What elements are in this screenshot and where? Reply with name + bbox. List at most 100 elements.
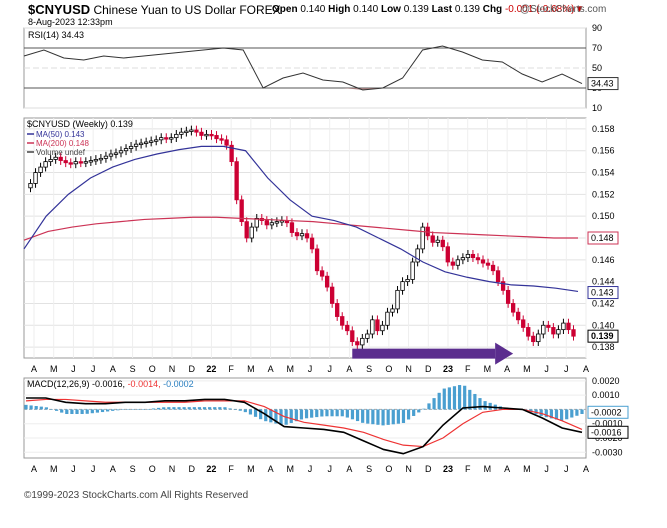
macd-histogram-bar [136,409,140,410]
last-value: 0.139 [454,4,480,15]
macd-histogram-bar [223,407,227,410]
macd-histogram-bar [473,393,477,410]
macd-histogram-bar [432,398,436,410]
candle-body [410,261,415,280]
rsi-line [23,45,583,91]
candle-body [571,329,576,337]
candle-body [385,311,390,326]
candle-body [355,341,360,346]
candle-body [199,131,204,136]
candle-body [314,248,320,272]
x-tick-label: M [287,464,295,474]
macd-histogram-bar [549,409,553,419]
candle-body [48,159,53,163]
macd-histogram-bar [544,409,548,418]
price-tick-label: 0.144 [592,277,615,287]
macd-histogram-bar [80,409,84,414]
macd-title-macd: -0.0016, [92,379,128,389]
macd-hist-price-box [587,405,629,419]
macd-histogram-bar [85,409,89,414]
x-tick-label: F [465,364,471,374]
macd-histogram-bar [452,386,457,410]
macd-histogram-bar [401,409,406,424]
candle-body [546,324,551,328]
macd-histogram-bar [172,407,176,410]
macd-histogram-bar [208,407,212,410]
x-tick-label: N [405,364,412,374]
candle-body [108,153,114,157]
macd-tick-label: 0.0010 [592,390,620,400]
macd-histogram-bar [559,409,564,421]
macd-histogram-bar [55,409,59,411]
x-tick-label: A [110,364,116,374]
x-tick-label: J [327,464,332,474]
price-tick-label: 0.150 [592,211,615,221]
ma200-line [23,216,578,241]
candle-body [485,262,491,266]
x-tick-label: J [544,364,549,374]
macd-histogram-bar [376,409,380,425]
x-tick-label: A [346,364,352,374]
candle-body [505,289,511,304]
x-tick-label: A [110,464,116,474]
macd-histogram-bar [141,409,145,410]
candle-body [395,289,400,310]
candle-body [365,333,370,339]
candle-body [159,137,164,141]
candle-body [83,161,88,164]
candle-body [521,319,526,328]
macd-histogram-bar [151,408,156,410]
legend-label: MA(200) 0.148 [36,139,89,148]
macd-histogram-bar [106,409,110,412]
x-tick-label: M [484,464,492,474]
macd-histogram-bar [386,409,390,425]
x-tick-label: O [385,464,392,474]
macd-histogram-bar [539,409,543,416]
candle-body [219,138,224,141]
candle-body [536,333,541,343]
low-value: 0.139 [403,4,429,15]
macd-histogram-bar [259,409,263,420]
x-tick-label: M [247,464,255,474]
candle-body [440,239,445,248]
macd-histogram-bar [228,408,232,410]
macd-histogram-bar [65,409,69,414]
last-label: Last [431,4,453,15]
chart-date: 8-Aug-2023 12:33pm [28,17,113,27]
macd-histogram-bar [202,407,207,410]
chg-label: Chg [482,4,503,15]
x-tick-label: M [50,464,58,474]
macd-title-label: MACD(12,26,9) [27,379,92,389]
macd-histogram-bar [396,409,400,424]
x-tick-label: M [247,364,255,374]
candle-body [244,221,249,239]
x-tick-label: S [366,464,372,474]
macd-title: MACD(12,26,9) -0.0016, -0.0014, -0.0002 [27,379,194,389]
candle-body [470,253,476,259]
x-tick-label: J [91,464,96,474]
x-tick-label: D [425,464,432,474]
candle-body [455,259,461,266]
macd-histogram-bar [213,407,217,410]
candle-body [68,162,73,165]
macd-panel: 0.00200.0010-0.0010-0.0020-0.0030MACD(12… [23,376,629,459]
rsi-tick-label: 10 [592,103,602,113]
candle-body [390,308,395,313]
candle-body [194,129,199,133]
macd-x-axis: A M J J A S O N D 22 F M A M J J A S O N D 23 F M A M J J A [31,464,589,474]
macd-tick-label: -0.0010 [592,419,623,429]
x-tick-label: O [149,464,156,474]
last-price-label: 0.139 [591,331,614,341]
high-label: High [328,4,351,15]
copyright: ©1999-2023 StockCharts.com All Rights Re… [24,490,249,501]
candle-body [138,142,144,145]
candle-body [53,156,58,160]
macd-histogram-bar [570,409,574,418]
candle-body [73,161,78,165]
x-tick-label: 23 [443,464,453,474]
candle-body [510,303,516,313]
candle-body [319,270,325,277]
macd-histogram-bar [463,385,467,410]
macd-histogram-bar [361,409,365,423]
candle-body [239,199,244,223]
